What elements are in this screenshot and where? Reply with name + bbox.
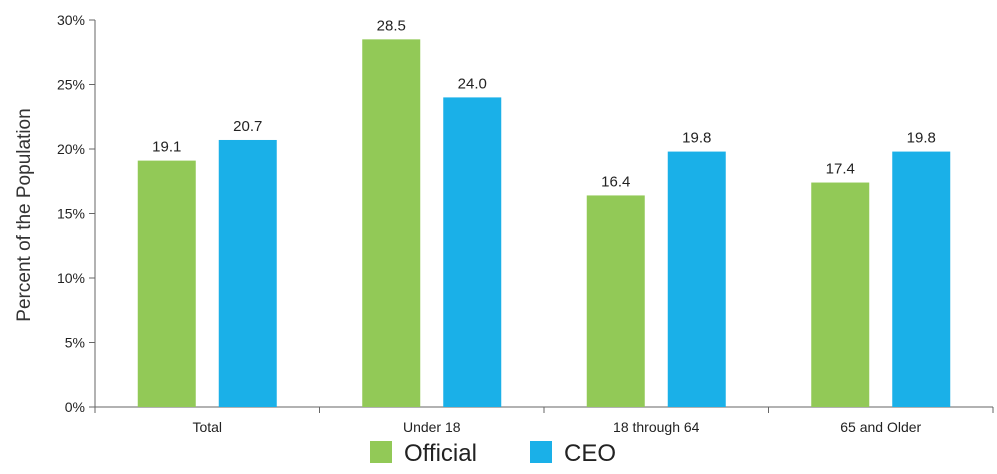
bar-ceo — [443, 97, 502, 408]
y-tick-label: 20% — [57, 141, 85, 157]
data-label: 16.4 — [601, 173, 630, 190]
bar-official — [811, 182, 870, 407]
data-label: 20.7 — [233, 118, 262, 135]
legend-label: Official — [404, 440, 477, 467]
bar-official — [586, 195, 645, 407]
y-tick-label: 10% — [57, 270, 85, 286]
axes: 0% 5% 10% 15% 20% 25% 30% Total Under 18 18 throu… — [57, 12, 994, 435]
legend-swatch-official — [370, 441, 392, 463]
y-tick-label: 30% — [57, 12, 85, 28]
data-label: 17.4 — [826, 161, 855, 178]
data-label: 19.8 — [682, 130, 711, 147]
data-label: 19.8 — [907, 130, 936, 147]
legend-swatch-ceo — [530, 441, 552, 463]
y-tick-label: 0% — [65, 399, 85, 415]
bar-official — [362, 39, 421, 407]
data-label: 24.0 — [458, 75, 487, 92]
data-label: 28.5 — [377, 17, 406, 34]
x-tick-label: 65 and Older — [840, 419, 921, 435]
bars: 19.1 20.7 28.5 24.0 16.4 19.8 17.4 19.8 — [137, 17, 951, 408]
bar-ceo — [892, 151, 951, 407]
x-tick-label: 18 through 64 — [613, 419, 700, 435]
y-tick-label: 15% — [57, 206, 85, 222]
data-label: 19.1 — [152, 139, 181, 156]
legend-label: CEO — [564, 440, 616, 467]
legend: Official CEO — [370, 440, 616, 467]
x-tick-label: Under 18 — [403, 419, 461, 435]
bar-ceo — [218, 139, 277, 407]
bar-ceo — [667, 151, 726, 407]
y-tick-label: 5% — [65, 335, 85, 351]
y-axis-label: Percent of the Population — [14, 108, 35, 321]
bar-official — [137, 160, 196, 407]
x-tick-label: Total — [192, 419, 222, 435]
y-tick-label: 25% — [57, 77, 85, 93]
